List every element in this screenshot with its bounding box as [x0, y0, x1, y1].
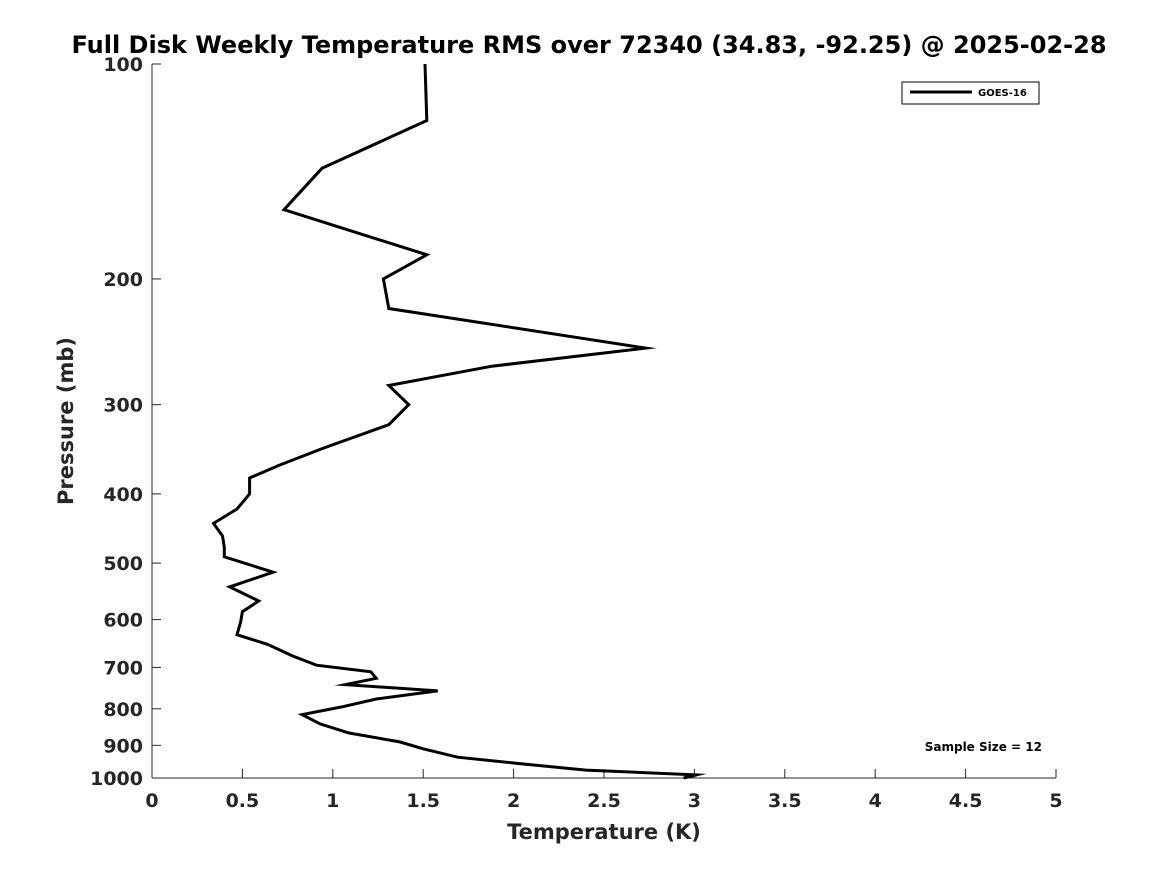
y-tick-label: 700 — [103, 657, 143, 679]
y-tick-label: 200 — [103, 269, 143, 291]
series-line-goes-16 — [211, 63, 707, 780]
legend: GOES-16 — [901, 81, 1040, 105]
legend-label-goes-16: GOES-16 — [978, 88, 1027, 99]
chart-title: Full Disk Weekly Temperature RMS over 72… — [71, 31, 1106, 59]
y-tick-label: 600 — [103, 610, 143, 632]
x-tick-label: 2 — [507, 790, 520, 812]
x-tick-label: 4 — [869, 790, 882, 812]
y-tick-label: 100 — [103, 54, 143, 76]
x-tick-label: 3.5 — [768, 790, 802, 812]
x-tick-label: 5 — [1049, 790, 1062, 812]
x-tick-label: 4.5 — [949, 790, 983, 812]
x-tick-label: 3 — [688, 790, 701, 812]
x-tick-label: 2.5 — [587, 790, 621, 812]
y-tick-label: 1000 — [90, 768, 143, 790]
y-tick-label: 900 — [103, 735, 143, 757]
x-tick-label: 1.5 — [406, 790, 440, 812]
y-tick-label: 800 — [103, 699, 143, 721]
x-axis-label: Temperature (K) — [507, 820, 701, 844]
y-tick-label: 300 — [103, 395, 143, 417]
x-tick-label: 0.5 — [226, 790, 260, 812]
y-axis-label: Pressure (mb) — [54, 337, 78, 505]
plot-area: 0 0.5 1 1.5 2 2.5 3 3.5 4 4.5 5 100 200 300 400 500 600 7… — [90, 54, 1063, 812]
x-tick-label: 1 — [326, 790, 339, 812]
sample-size-annotation: Sample Size = 12 — [925, 740, 1042, 754]
y-tick-label: 400 — [103, 484, 143, 506]
x-tick-label: 0 — [145, 790, 158, 812]
y-tick-label: 500 — [103, 553, 143, 575]
